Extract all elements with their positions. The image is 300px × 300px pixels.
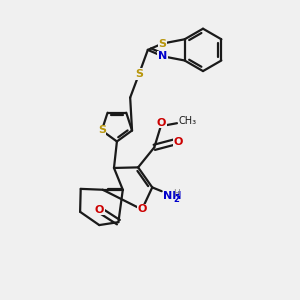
Text: S: S [135,69,143,79]
Text: O: O [157,118,166,128]
Text: S: S [98,125,106,136]
Text: O: O [94,205,104,215]
Text: 2: 2 [173,195,179,204]
Text: N: N [158,51,167,61]
Text: O: O [137,205,147,214]
Text: S: S [159,38,167,49]
Text: NH: NH [164,190,182,201]
Text: H: H [173,189,180,198]
Text: CH₃: CH₃ [178,116,196,126]
Text: O: O [173,137,183,147]
